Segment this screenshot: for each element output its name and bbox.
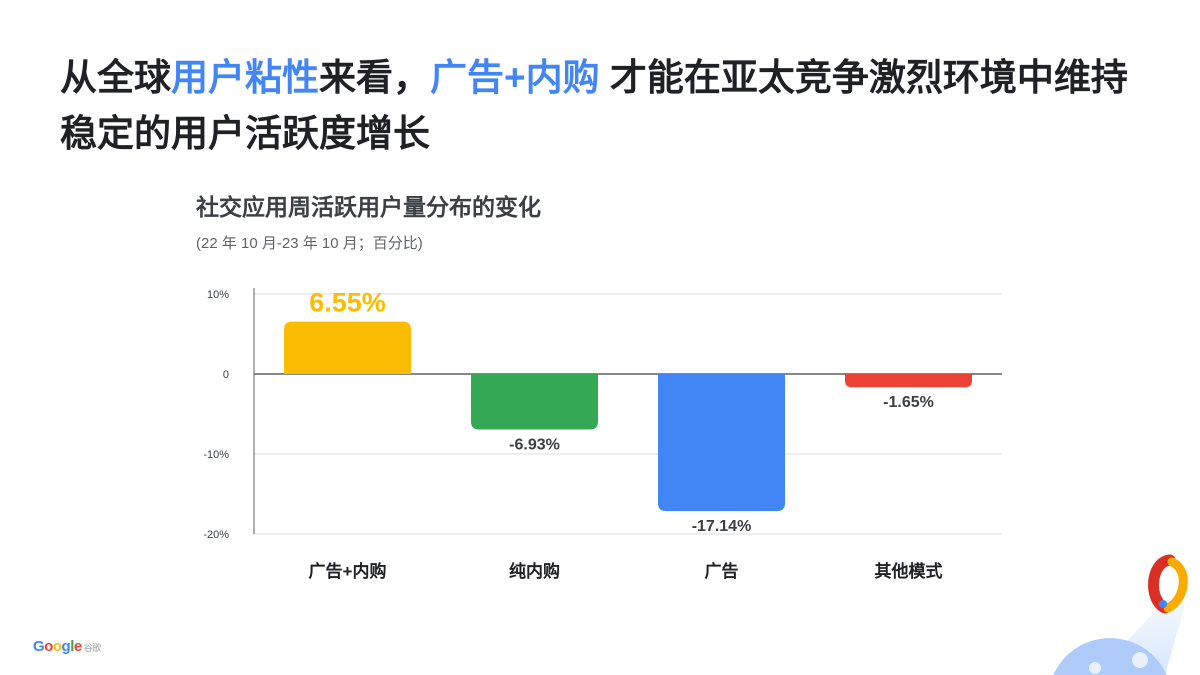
rocket-dot-icon	[1159, 600, 1167, 608]
bar	[658, 374, 785, 512]
planet-spot	[1089, 662, 1101, 674]
rocket-ring-icon	[1163, 557, 1188, 613]
logo-cn-text: 谷歌	[83, 643, 102, 653]
x-tick-label: 纯内购	[509, 561, 560, 581]
planet-spot	[1132, 652, 1148, 668]
data-label: 6.55%	[309, 288, 386, 318]
x-tick-label: 广告+内购	[309, 561, 387, 581]
data-label: -17.14%	[692, 518, 752, 535]
headline-highlight: 广告+内购	[430, 57, 600, 98]
headline-text: 从全球	[60, 57, 171, 98]
y-tick-label: -20%	[203, 529, 229, 541]
x-tick-label: 其他模式	[875, 561, 943, 581]
data-label: -1.65%	[883, 394, 934, 411]
bar	[471, 374, 598, 430]
decorative-illustration	[1053, 554, 1188, 675]
headline: 从全球用户粘性来看，广告+内购 才能在亚太竞争激烈环境中维持稳定的用户活跃度增长	[60, 50, 1160, 162]
bar	[845, 374, 972, 388]
y-tick-label: -10%	[203, 449, 229, 461]
google-logo: Google 谷歌	[33, 638, 101, 655]
bar	[284, 321, 411, 374]
y-tick-label: 10%	[207, 289, 229, 301]
headline-highlight: 用户粘性	[171, 57, 319, 98]
headline-text: 来看，	[319, 57, 430, 98]
y-tick-label: 0	[223, 369, 229, 381]
chart-subtitle: (22 年 10 月-23 年 10 月；百分比)	[196, 235, 423, 252]
headline-text: 才能在亚太竞争激烈环境中维持稳定的用户活跃度增长	[60, 57, 1128, 154]
chart-title: 社交应用周活跃用户量分布的变化	[196, 194, 541, 220]
data-label: -6.93%	[509, 436, 560, 453]
x-tick-label: 广告	[705, 561, 739, 581]
